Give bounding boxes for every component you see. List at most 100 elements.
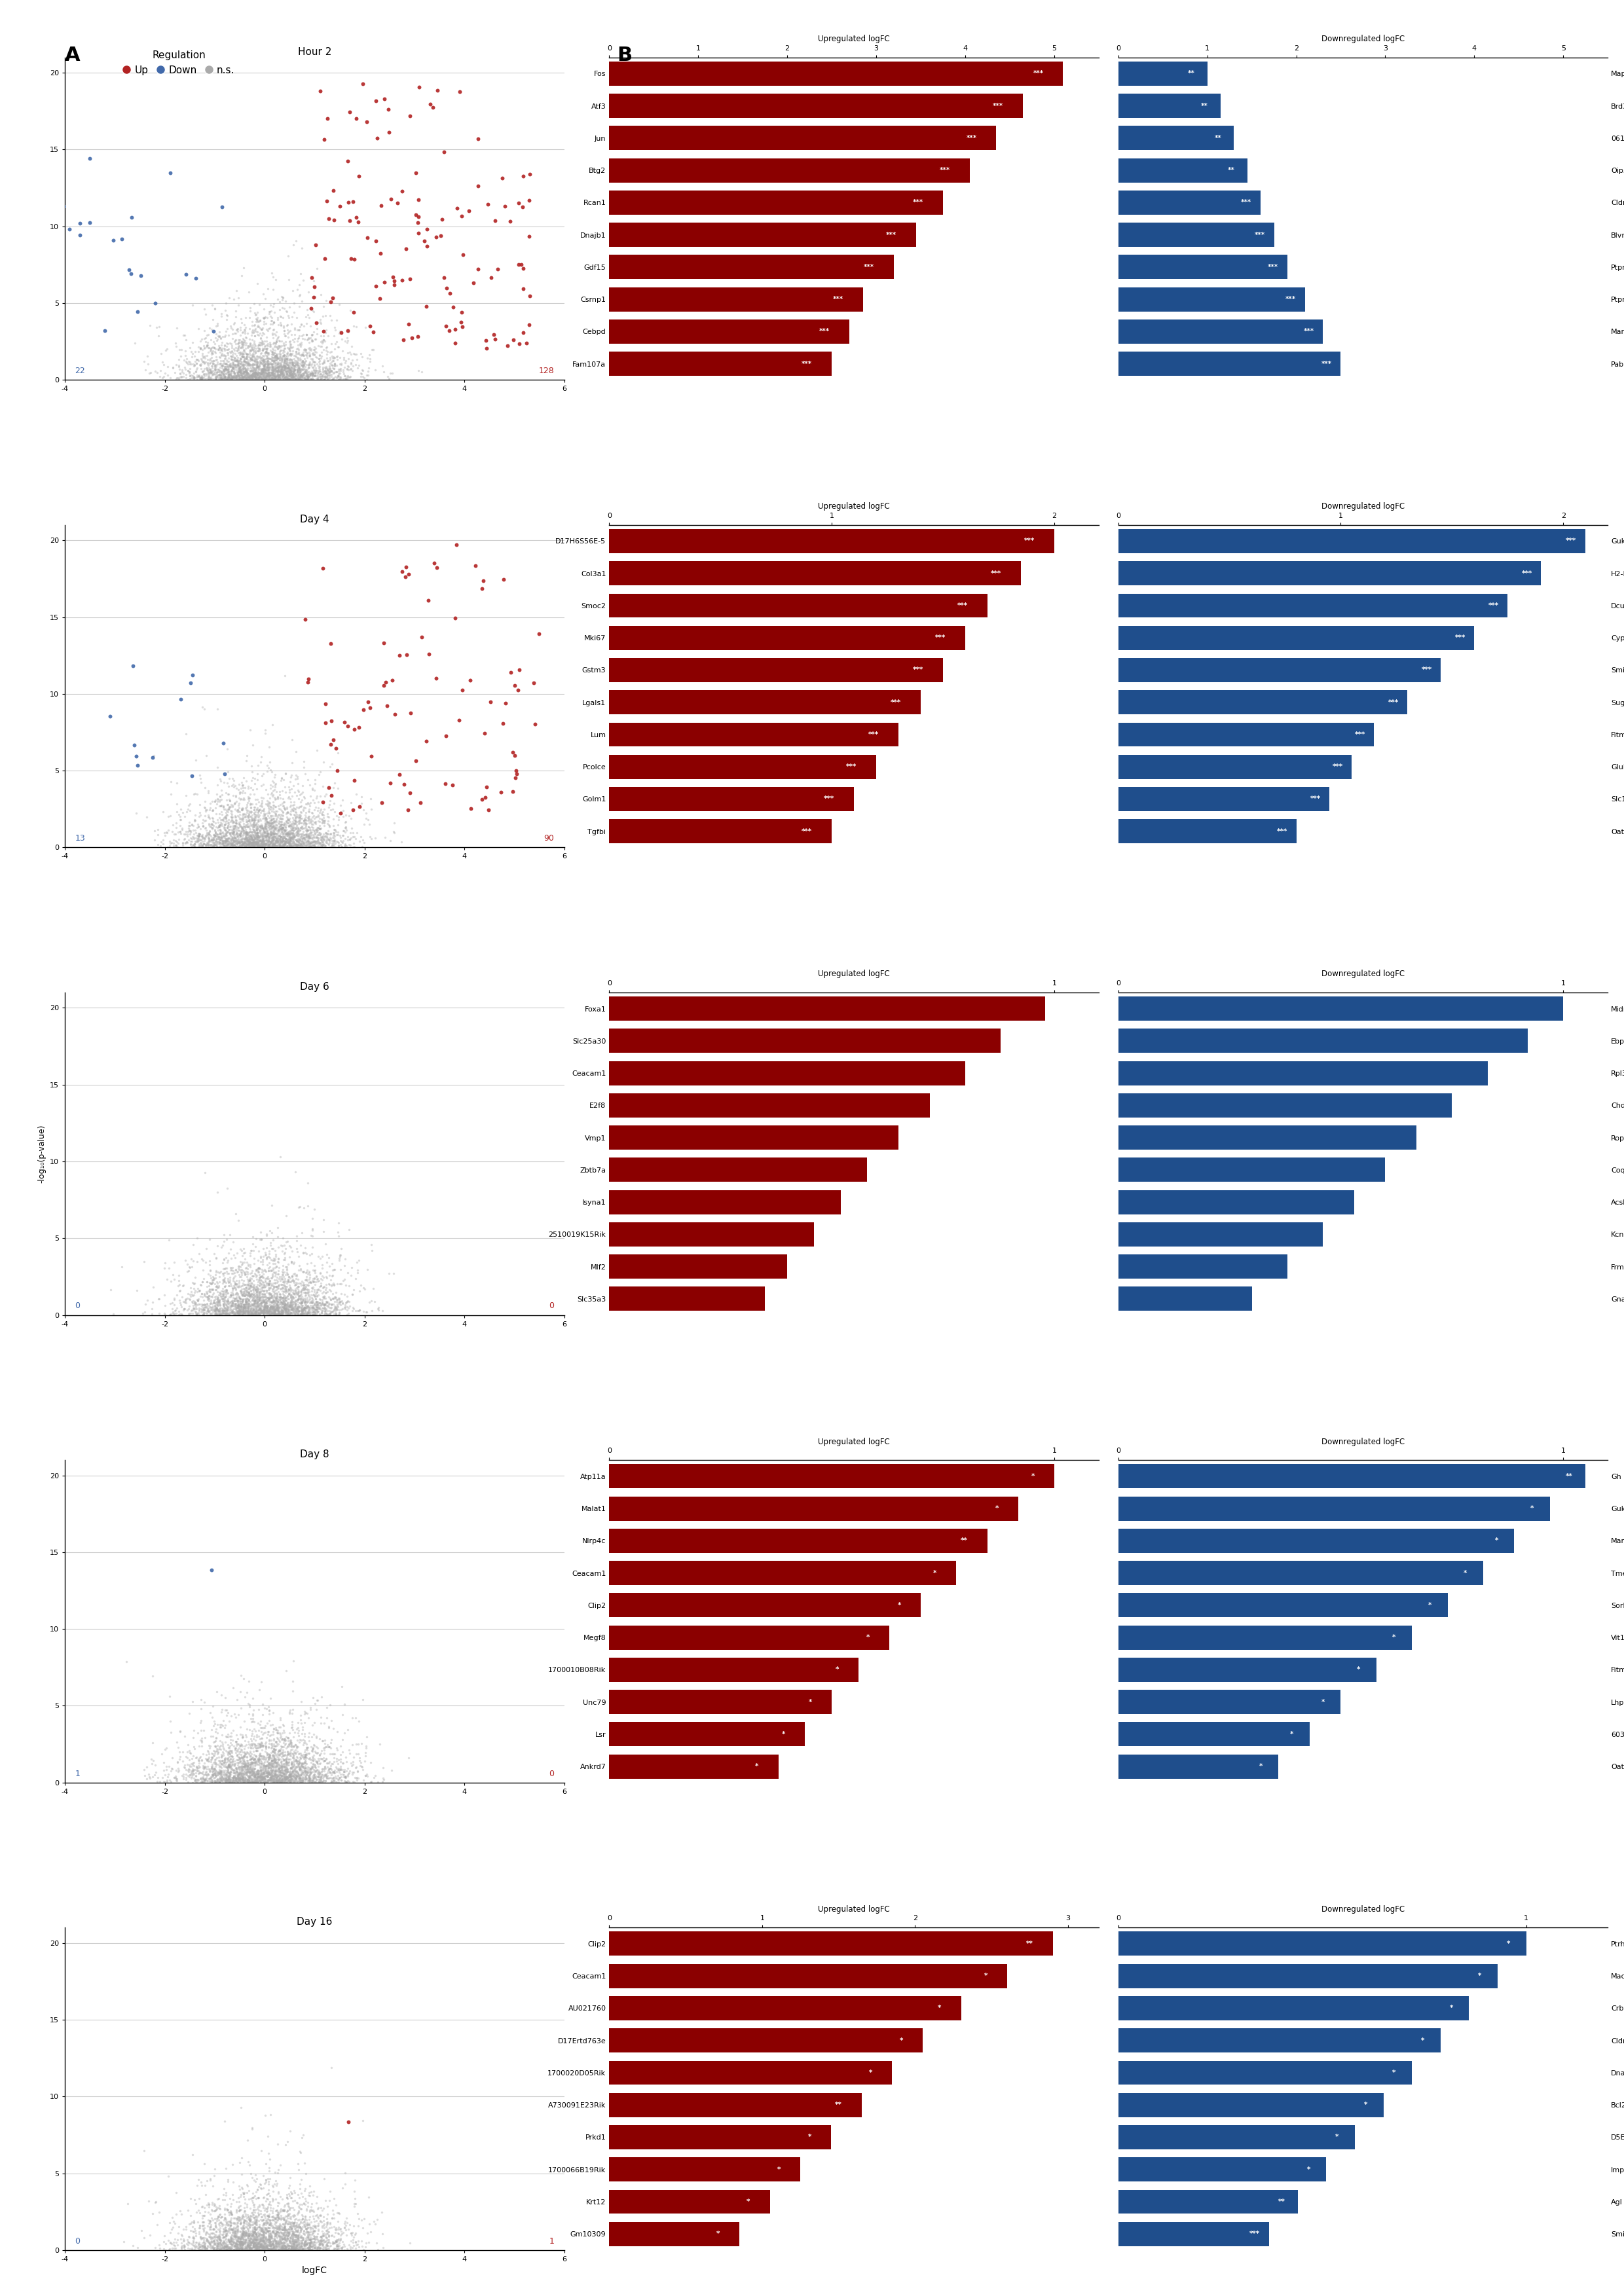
Point [271,1290,297,1327]
Point [192,2229,218,2266]
Point [245,1763,271,1800]
Point [250,829,276,866]
Point [325,2195,351,2232]
Point [240,1752,266,1789]
Point [209,2213,235,2250]
Point [296,1754,322,1791]
Point [260,1736,286,1773]
Point [208,815,234,852]
Bar [609,2094,862,2117]
Point [307,1763,333,1800]
Point [203,1293,229,1329]
Point [255,358,281,395]
Point [318,347,344,383]
Point [297,1279,323,1316]
Point [211,1288,237,1325]
Point [231,815,257,852]
Point [266,2200,292,2236]
Point [234,351,260,388]
Point [294,2227,320,2264]
Point [333,797,359,833]
Point [255,1761,281,1798]
Point [263,794,289,831]
Point [326,2211,352,2248]
Point [244,1267,270,1304]
Point [271,342,297,379]
Point [300,829,326,866]
Point [177,2229,203,2266]
Point [258,829,284,866]
Point [352,2225,378,2262]
Point [292,815,318,852]
Point [211,2211,237,2248]
Point [294,1761,320,1798]
Point [240,1763,266,1800]
Point [307,358,333,395]
Point [229,820,255,856]
Point [208,1745,234,1782]
Point [270,820,296,856]
Point [221,1759,247,1795]
Point [255,790,281,827]
Point [221,778,247,815]
Point [218,2211,244,2248]
Point [344,815,370,852]
Point [284,1293,310,1329]
Point [261,2229,287,2266]
Point [258,1761,284,1798]
Point [226,2232,252,2268]
Point [244,342,270,379]
Point [258,2225,284,2262]
Point [248,312,274,349]
Point [184,1293,209,1329]
Point [200,1283,226,1320]
Point [322,1265,348,1302]
Point [279,1704,305,1740]
Point [232,2223,258,2259]
Point [260,792,286,829]
Point [240,1272,266,1309]
Point [200,2227,226,2264]
Point [252,358,278,395]
Point [211,1240,237,1277]
Point [287,822,313,859]
Point [245,2193,271,2229]
Point [229,1277,255,1313]
Point [343,335,369,372]
Point [244,2202,270,2239]
Point [255,815,281,852]
Point [200,344,226,381]
Point [257,2223,283,2259]
Point [234,827,260,863]
Point [258,1295,284,1332]
Point [234,354,260,390]
Point [278,827,304,863]
Point [182,1756,208,1793]
Point [286,1736,312,1773]
Point [242,335,268,372]
Point [261,804,287,840]
Point [214,1754,240,1791]
Point [258,1756,284,1793]
Point [200,799,226,836]
Point [237,1297,263,1334]
Point [270,2193,296,2229]
Point [213,799,239,836]
Point [335,340,361,377]
Point [271,1759,297,1795]
Point [279,2227,305,2264]
Point [242,1754,268,1791]
Point [255,817,281,854]
Point [307,815,333,852]
Point [268,354,294,390]
Point [307,2223,333,2259]
Point [208,822,234,859]
Point [250,354,276,390]
Point [313,776,339,813]
Point [307,799,333,836]
Point [253,1759,279,1795]
Point [218,360,244,397]
Point [244,2227,270,2264]
Point [138,1740,164,1777]
Point [214,827,240,863]
